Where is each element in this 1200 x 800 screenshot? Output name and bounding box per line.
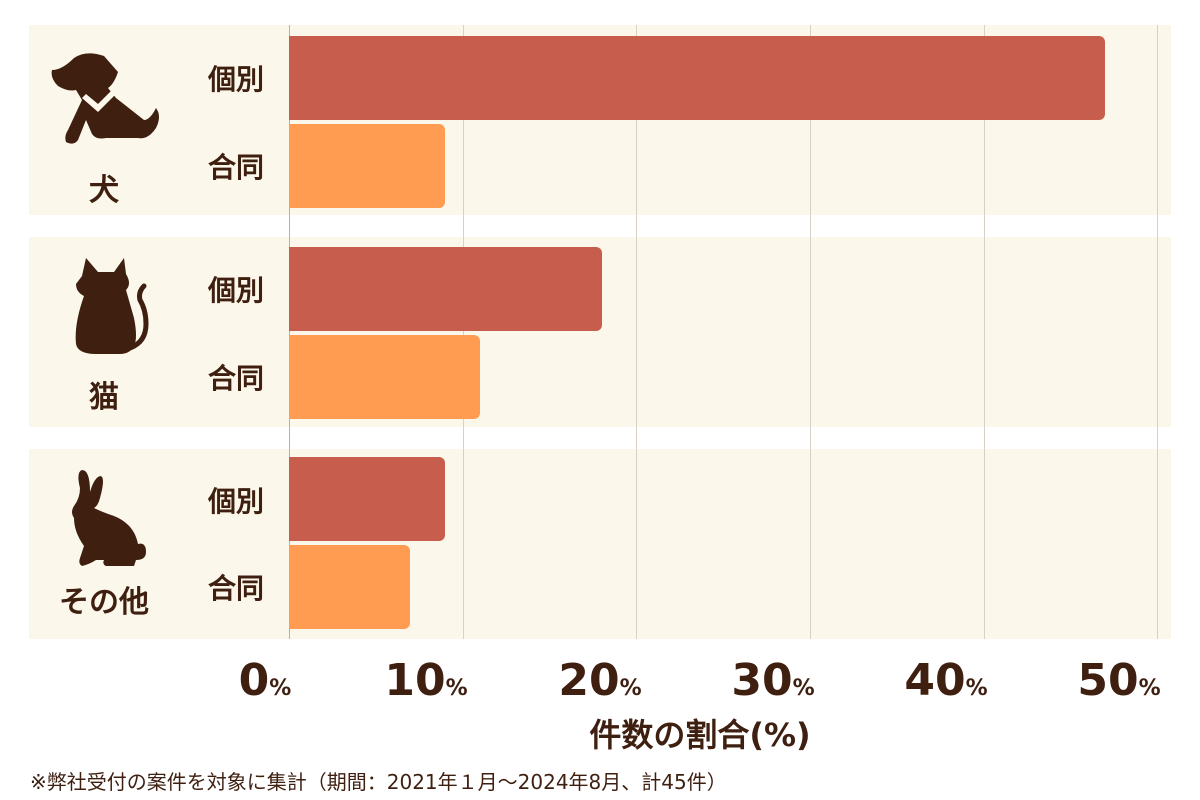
rabbit-icon bbox=[72, 470, 146, 566]
panel-other bbox=[29, 449, 1171, 639]
gridline-40 bbox=[984, 25, 985, 639]
row-label-dog-individual: 個別 bbox=[207, 63, 264, 96]
gridline-20 bbox=[636, 25, 637, 639]
cat-icon bbox=[75, 258, 149, 354]
gridline-10 bbox=[463, 25, 464, 639]
gridline-30 bbox=[810, 25, 811, 639]
group-label-other: その他 bbox=[59, 585, 149, 620]
bar-dog-joint bbox=[289, 124, 445, 208]
bar-cat-joint bbox=[289, 335, 480, 419]
dog-icon bbox=[51, 53, 159, 144]
bar-dog-individual bbox=[289, 36, 1105, 120]
footnote: ※弊社受付の案件を対象に集計（期間：2021年１月〜2024年8月、計45件） bbox=[30, 770, 727, 794]
row-label-other-joint: 合同 bbox=[207, 572, 264, 605]
row-label-cat-joint: 合同 bbox=[207, 362, 264, 395]
x-axis-label: 件数の割合(%) bbox=[589, 716, 811, 754]
row-label-cat-individual: 個別 bbox=[207, 274, 264, 307]
bar-other-individual bbox=[289, 457, 445, 541]
row-label-dog-joint: 合同 bbox=[207, 151, 264, 184]
bar-cat-individual bbox=[289, 247, 602, 331]
x-tick-50: 50% bbox=[1077, 655, 1161, 706]
x-tick-40: 40% bbox=[904, 655, 988, 706]
x-tick-10: 10% bbox=[384, 655, 468, 706]
row-label-other-individual: 個別 bbox=[207, 485, 264, 518]
group-label-cat: 猫 bbox=[89, 380, 119, 415]
gridline-50 bbox=[1157, 25, 1158, 639]
bar-other-joint bbox=[289, 545, 410, 629]
x-tick-0: 0% bbox=[238, 655, 292, 706]
group-label-dog: 犬 bbox=[89, 173, 119, 208]
x-tick-30: 30% bbox=[731, 655, 815, 706]
x-tick-20: 20% bbox=[558, 655, 642, 706]
gridline-0 bbox=[289, 25, 290, 639]
